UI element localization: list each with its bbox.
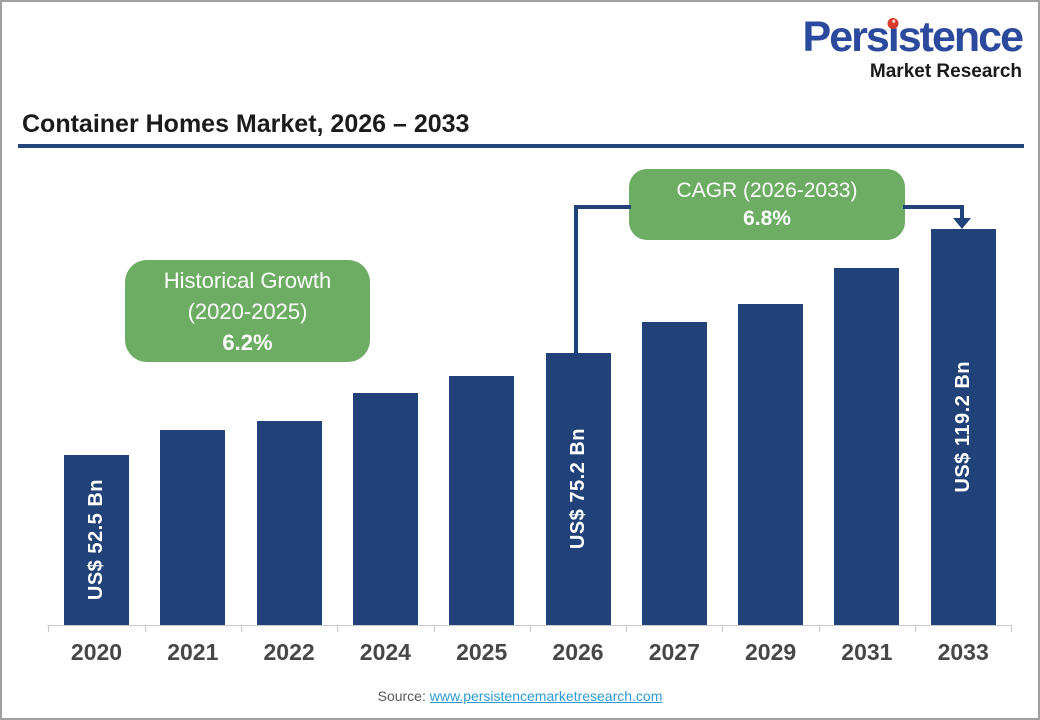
historical-growth-value: 6.2% — [222, 329, 273, 355]
bar-2025 — [449, 376, 515, 625]
x-axis-label-2021: 2021 — [167, 639, 219, 665]
x-axis-tick — [48, 625, 50, 632]
source-prefix: Source: — [377, 688, 430, 704]
x-axis-label-2025: 2025 — [456, 639, 508, 665]
cagr-callout: CAGR (2026-2033) 6.8% — [629, 169, 905, 240]
x-axis-tick — [722, 625, 724, 632]
bar-2031 — [834, 268, 900, 625]
bar-2033: US$ 119.2 Bn — [930, 229, 996, 625]
connector-right-vertical — [960, 205, 964, 219]
logo-red-dot-icon: * — [887, 18, 899, 29]
x-axis-tick — [144, 625, 146, 632]
x-axis-tick — [529, 625, 531, 632]
connector-left-horizontal — [574, 205, 631, 209]
historical-growth-callout: Historical Growth (2020-2025) 6.2% — [125, 260, 370, 362]
x-axis-tick — [818, 625, 820, 632]
x-axis-tick — [337, 625, 339, 632]
source-link[interactable]: www.persistencemarketresearch.com — [429, 688, 663, 704]
bar-2020: US$ 52.5 Bn — [64, 455, 129, 625]
x-axis-label-2020: 2020 — [70, 639, 123, 665]
x-axis-label-2024: 2024 — [359, 639, 411, 665]
x-axis-tick — [1011, 625, 1013, 632]
x-axis-line — [47, 625, 1011, 626]
bar-value-label-2026: US$ 75.2 Bn — [566, 428, 589, 550]
x-axis-label-2026: 2026 — [552, 639, 604, 665]
x-axis-label-2027: 2027 — [648, 639, 700, 665]
x-axis-label-2022: 2022 — [263, 639, 315, 665]
page-title: Container Homes Market, 2026 – 2033 — [22, 110, 470, 138]
bar-2029 — [738, 304, 804, 625]
x-axis-tick — [915, 625, 917, 632]
bar-2022 — [256, 421, 322, 625]
x-axis-label-2031: 2031 — [841, 639, 893, 665]
bar-2021 — [160, 430, 226, 625]
bar-value-label-2033: US$ 119.2 Bn — [951, 361, 974, 493]
logo-tagline: Market Research — [869, 61, 1022, 82]
historical-growth-line2: (2020-2025) — [187, 298, 308, 324]
x-axis-label-2033: 2033 — [937, 639, 989, 665]
logo-brand-text: Persı * stence — [802, 13, 1024, 61]
pmr-logo: Persı * stence Market Research — [802, 13, 1024, 82]
x-axis-tick — [433, 625, 435, 632]
cagr-value: 6.8% — [743, 206, 791, 230]
connector-right-horizontal — [903, 205, 964, 209]
title-underline — [18, 144, 1024, 148]
bar-2024 — [352, 393, 418, 625]
connector-left-vertical — [574, 205, 578, 355]
source-line: Source: www.persistencemarketresearch.co… — [378, 688, 663, 704]
x-axis-tick — [240, 625, 242, 632]
x-axis-tick — [626, 625, 628, 632]
historical-growth-line1: Historical Growth — [163, 267, 332, 293]
bar-2026: US$ 75.2 Bn — [545, 353, 611, 625]
arrow-down-icon — [953, 218, 971, 229]
cagr-line1: CAGR (2026-2033) — [676, 178, 858, 202]
bar-value-label-2020: US$ 52.5 Bn — [85, 479, 107, 601]
bar-2027 — [641, 322, 707, 625]
x-axis-label-2029: 2029 — [745, 639, 797, 665]
